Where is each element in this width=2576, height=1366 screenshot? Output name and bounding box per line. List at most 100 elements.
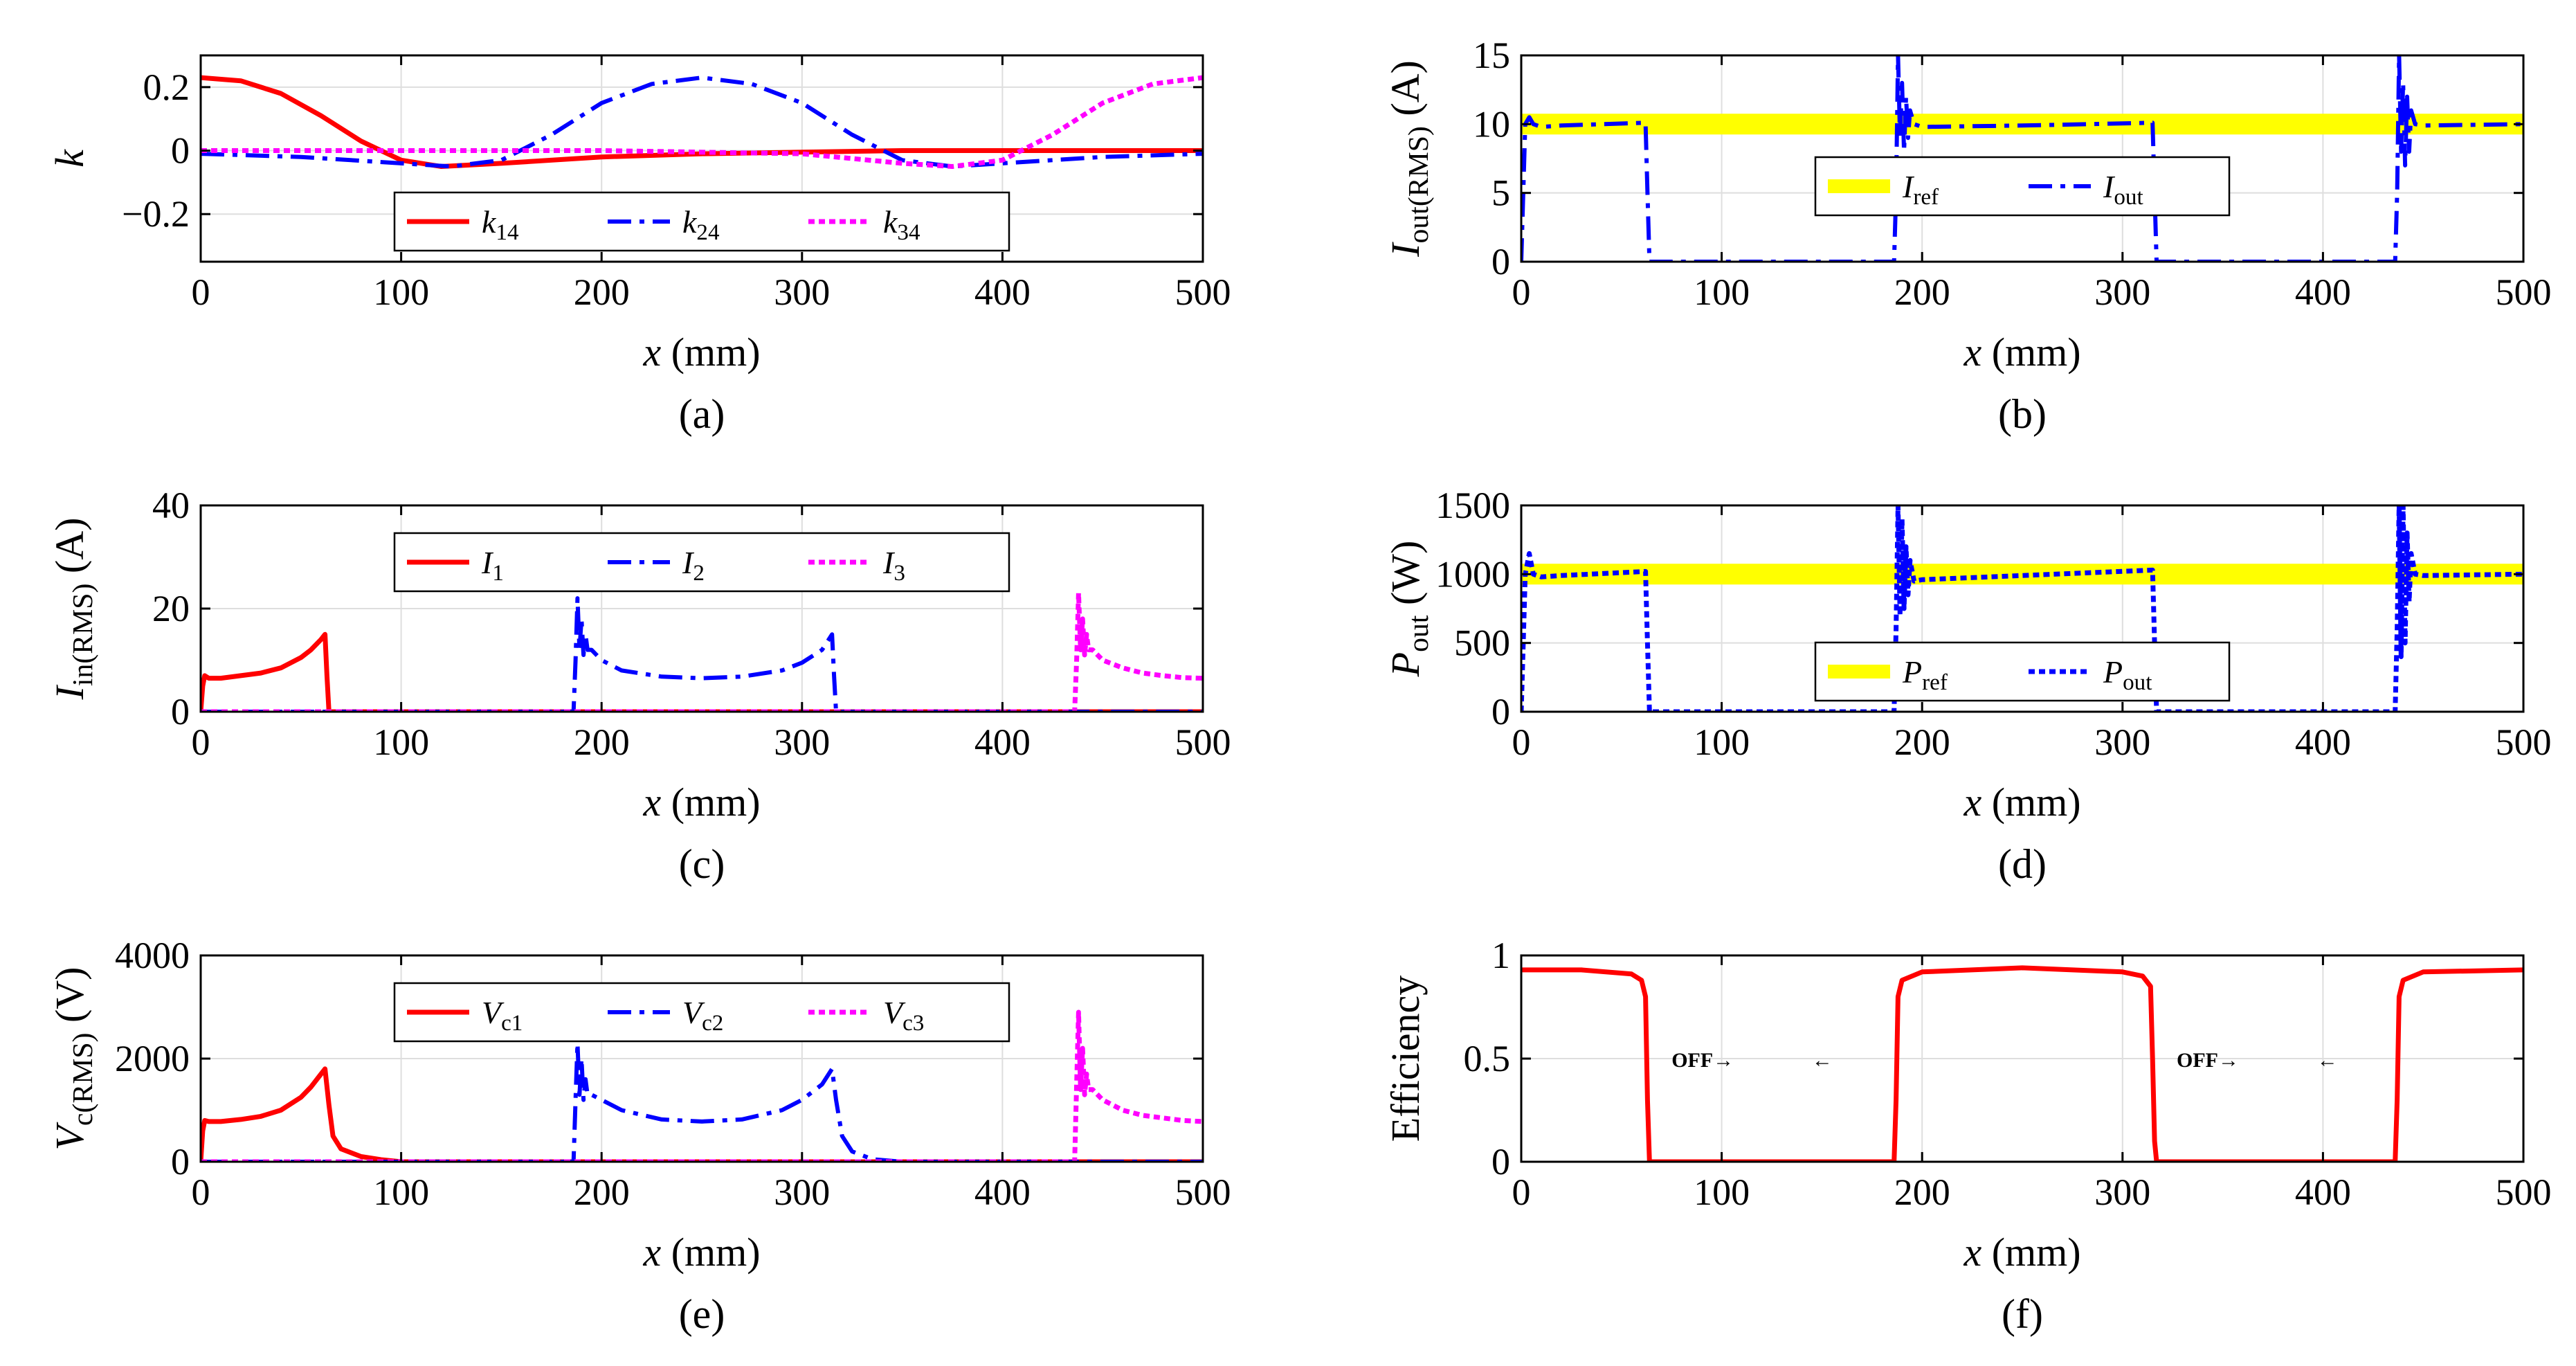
y-tick-label: 15 bbox=[1473, 35, 1510, 76]
series-line-Iout bbox=[1521, 55, 2523, 262]
x-axis-unit: (mm) bbox=[661, 780, 760, 825]
y-tick-label: 500 bbox=[1454, 622, 1510, 664]
x-tick-label: 500 bbox=[2496, 1171, 2552, 1213]
label-base: V bbox=[482, 995, 505, 1030]
y-axis-label: Pout (W) bbox=[1383, 541, 1435, 678]
axes-frame bbox=[1520, 504, 2525, 713]
x-axis-unit: (mm) bbox=[661, 1230, 760, 1275]
legend-label-I3: I3 bbox=[882, 545, 905, 586]
label-subscript: 14 bbox=[496, 219, 519, 245]
legend: k14 k24 k34 bbox=[393, 191, 1010, 252]
legend-label-I2: I2 bbox=[682, 545, 705, 586]
y-tick-label: 0.2 bbox=[143, 66, 190, 108]
label-base: V bbox=[47, 1121, 92, 1150]
panel-label: (a) bbox=[679, 391, 725, 437]
y-tick-label: 1500 bbox=[1435, 485, 1510, 526]
label-subscript: c(RMS) bbox=[67, 1033, 99, 1126]
panel-f: 0 100 200 300 400 500 0 0.5 1 x (mm) (f) Efficiency… bbox=[1383, 935, 2552, 1337]
x-tick-label: 100 bbox=[1694, 721, 1750, 763]
y-axis-label: Efficiency bbox=[1383, 976, 1428, 1142]
x-axis-var: x bbox=[642, 1230, 661, 1275]
label-base: I bbox=[682, 545, 695, 580]
y-tick-label: 10 bbox=[1473, 103, 1510, 145]
axes-frame bbox=[199, 54, 1204, 263]
x-tick-label: 200 bbox=[1894, 271, 1950, 313]
series-group bbox=[201, 591, 1203, 712]
x-tick-label: 0 bbox=[1512, 1171, 1531, 1213]
y-tick-label: 40 bbox=[152, 485, 190, 526]
label-base: V bbox=[682, 995, 705, 1030]
x-tick-label: 100 bbox=[1694, 271, 1750, 313]
label-base: I bbox=[1902, 169, 1915, 204]
label-base: P bbox=[2103, 654, 2123, 690]
y-tick-label: 1000 bbox=[1435, 553, 1510, 595]
x-tick-label: 500 bbox=[1175, 271, 1231, 313]
y-tick-label: 2000 bbox=[115, 1038, 190, 1079]
label-base: I bbox=[2103, 169, 2116, 204]
label-subscript: out bbox=[2123, 669, 2152, 695]
label-subscript: ref bbox=[1913, 184, 1939, 210]
x-tick-label: 500 bbox=[1175, 1171, 1231, 1213]
x-axis-var: x bbox=[1963, 780, 1981, 825]
series-group bbox=[1521, 55, 2523, 262]
panel-label: (d) bbox=[1998, 841, 2047, 887]
y-axis-label: Iin(RMS) (A) bbox=[47, 518, 99, 701]
label-unit: (A) bbox=[47, 518, 92, 584]
label-base: k bbox=[682, 204, 698, 240]
x-tick-label: 100 bbox=[1694, 1171, 1750, 1213]
panel-c: 0 100 200 300 400 500 0 20 40 x (mm) (c) Iin(RMS) (… bbox=[47, 485, 1231, 887]
series-group bbox=[201, 1009, 1203, 1162]
y-tick-label: 5 bbox=[1491, 172, 1510, 214]
label-base: I bbox=[47, 684, 92, 700]
legend-box bbox=[1814, 156, 2231, 217]
x-tick-label: 0 bbox=[192, 721, 210, 763]
x-tick-label: 200 bbox=[574, 271, 630, 313]
series-group bbox=[1521, 505, 2523, 712]
panel-label: (e) bbox=[679, 1291, 725, 1337]
label-subscript: ref bbox=[1922, 669, 1948, 695]
y-tick-label: 0 bbox=[1491, 241, 1510, 282]
y-axis-label: Vc(RMS) (V) bbox=[47, 967, 99, 1151]
legend: I1 I2 I3 bbox=[393, 532, 1010, 593]
x-tick-label: 500 bbox=[1175, 721, 1231, 763]
annotation: ← bbox=[1812, 1049, 1833, 1072]
series-line-k24 bbox=[201, 75, 1203, 169]
label-subscript: in(RMS) bbox=[67, 584, 99, 686]
legend-box bbox=[393, 532, 1010, 593]
y-tick-label: 0 bbox=[171, 130, 190, 172]
series-line-I3 bbox=[201, 591, 1203, 712]
legend-label-Vc1: Vc1 bbox=[482, 995, 523, 1036]
panel-b: 0 100 200 300 400 500 0 5 10 15 x (mm) (b) Iout(RMS)… bbox=[1383, 35, 2552, 437]
label-subscript: c3 bbox=[902, 1010, 924, 1036]
x-tick-label: 0 bbox=[1512, 721, 1531, 763]
series-line-k14 bbox=[201, 75, 1203, 169]
series-line-Pout bbox=[1521, 505, 2523, 712]
x-axis-label: x (mm) bbox=[1963, 330, 2080, 375]
annotation: OFF→ bbox=[1671, 1049, 1734, 1072]
label-base: P bbox=[1902, 654, 1922, 690]
label-subscript: out bbox=[1403, 615, 1435, 652]
x-tick-label: 0 bbox=[1512, 271, 1531, 313]
x-tick-label: 200 bbox=[574, 1171, 630, 1213]
x-tick-label: 100 bbox=[373, 1171, 429, 1213]
series-group bbox=[201, 75, 1203, 169]
x-axis-unit: (mm) bbox=[1981, 780, 2080, 825]
label-subscript: out bbox=[2114, 184, 2143, 210]
label-base: I bbox=[882, 545, 896, 580]
label-subscript: c2 bbox=[702, 1010, 723, 1036]
y-tick-label: 0.5 bbox=[1464, 1038, 1511, 1079]
series-line-Vc1 bbox=[201, 1066, 1203, 1162]
series-line-Vc3 bbox=[201, 1009, 1203, 1162]
x-axis-unit: (mm) bbox=[1981, 1230, 2080, 1275]
label-subscript: c1 bbox=[501, 1010, 523, 1036]
y-tick-label: 0 bbox=[1491, 1141, 1510, 1183]
x-tick-label: 300 bbox=[774, 271, 830, 313]
x-tick-label: 200 bbox=[1894, 721, 1950, 763]
label-base: V bbox=[883, 995, 906, 1030]
x-tick-label: 300 bbox=[774, 721, 830, 763]
label-unit: (W) bbox=[1383, 541, 1428, 615]
label-base: k bbox=[883, 204, 898, 240]
annotation: OFF→ bbox=[2177, 1049, 2239, 1072]
x-tick-label: 0 bbox=[192, 271, 210, 313]
